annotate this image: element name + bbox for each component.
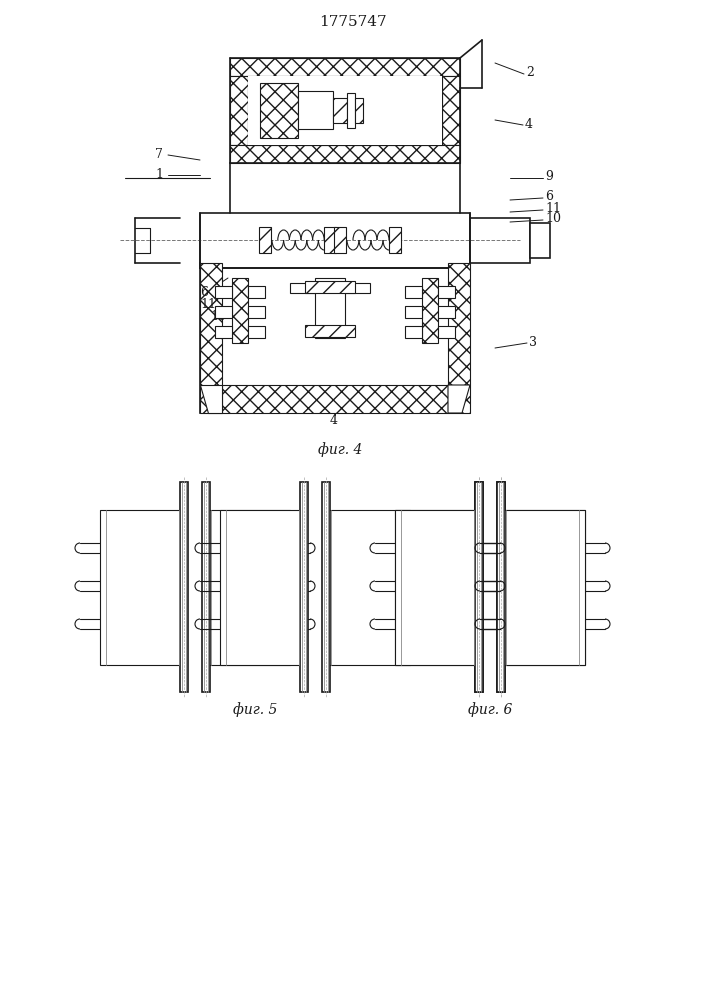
Bar — [215, 286, 232, 298]
Bar — [530, 223, 550, 258]
Bar — [405, 306, 422, 318]
Bar — [497, 482, 505, 692]
Polygon shape — [448, 385, 470, 413]
Bar — [442, 76, 460, 145]
Bar — [200, 263, 470, 413]
Bar — [470, 218, 530, 263]
Bar — [202, 482, 210, 692]
Text: 6: 6 — [545, 190, 553, 204]
Bar — [248, 76, 442, 145]
Bar — [405, 286, 422, 298]
Bar — [438, 326, 455, 338]
Bar — [475, 482, 483, 692]
Text: 7: 7 — [155, 147, 163, 160]
Bar — [180, 482, 188, 692]
Text: 11: 11 — [200, 298, 216, 310]
Bar — [438, 286, 455, 298]
Polygon shape — [200, 385, 222, 413]
Bar — [248, 306, 265, 318]
Bar — [448, 263, 470, 413]
Bar — [438, 306, 455, 318]
Text: 10: 10 — [545, 213, 561, 226]
Bar — [232, 278, 248, 343]
Text: 6: 6 — [200, 286, 208, 298]
Bar — [355, 98, 363, 123]
Bar — [325, 510, 410, 665]
Bar — [305, 281, 355, 293]
Bar — [305, 325, 355, 337]
Bar — [230, 58, 460, 76]
Bar — [205, 510, 290, 665]
Bar — [405, 326, 422, 338]
Bar — [422, 278, 438, 343]
Text: 4: 4 — [330, 414, 338, 426]
Bar — [315, 278, 345, 338]
Bar — [222, 385, 448, 413]
Text: 3: 3 — [529, 336, 537, 349]
Bar — [334, 227, 346, 253]
Bar — [200, 263, 222, 413]
Bar — [215, 326, 232, 338]
Bar — [200, 213, 470, 268]
Text: 2: 2 — [526, 66, 534, 80]
Bar — [260, 83, 298, 138]
Bar — [259, 227, 271, 253]
Bar — [395, 510, 480, 665]
Text: фиг. 5: фиг. 5 — [233, 703, 277, 717]
Bar — [389, 227, 401, 253]
Text: 9: 9 — [545, 170, 553, 184]
Bar — [220, 510, 305, 665]
Text: 4: 4 — [525, 117, 533, 130]
Bar — [347, 93, 355, 128]
Bar — [248, 326, 265, 338]
Bar — [298, 91, 333, 129]
Text: 1775747: 1775747 — [319, 15, 387, 29]
Text: 1: 1 — [155, 167, 163, 180]
Bar — [215, 306, 232, 318]
Bar — [497, 482, 505, 692]
Bar — [290, 283, 370, 293]
Bar — [500, 510, 585, 665]
Bar — [395, 510, 480, 665]
Bar — [230, 145, 460, 163]
Text: 11: 11 — [545, 202, 561, 216]
Bar — [500, 510, 585, 665]
Text: фиг. 6: фиг. 6 — [468, 703, 512, 717]
Bar — [100, 510, 185, 665]
Bar — [333, 98, 347, 123]
Bar — [475, 482, 483, 692]
Bar — [322, 482, 330, 692]
Bar — [300, 482, 308, 692]
Bar — [230, 76, 248, 145]
Bar — [324, 227, 336, 253]
Text: фиг. 4: фиг. 4 — [318, 443, 362, 457]
Text: 10: 10 — [210, 310, 226, 324]
Bar — [248, 286, 265, 298]
